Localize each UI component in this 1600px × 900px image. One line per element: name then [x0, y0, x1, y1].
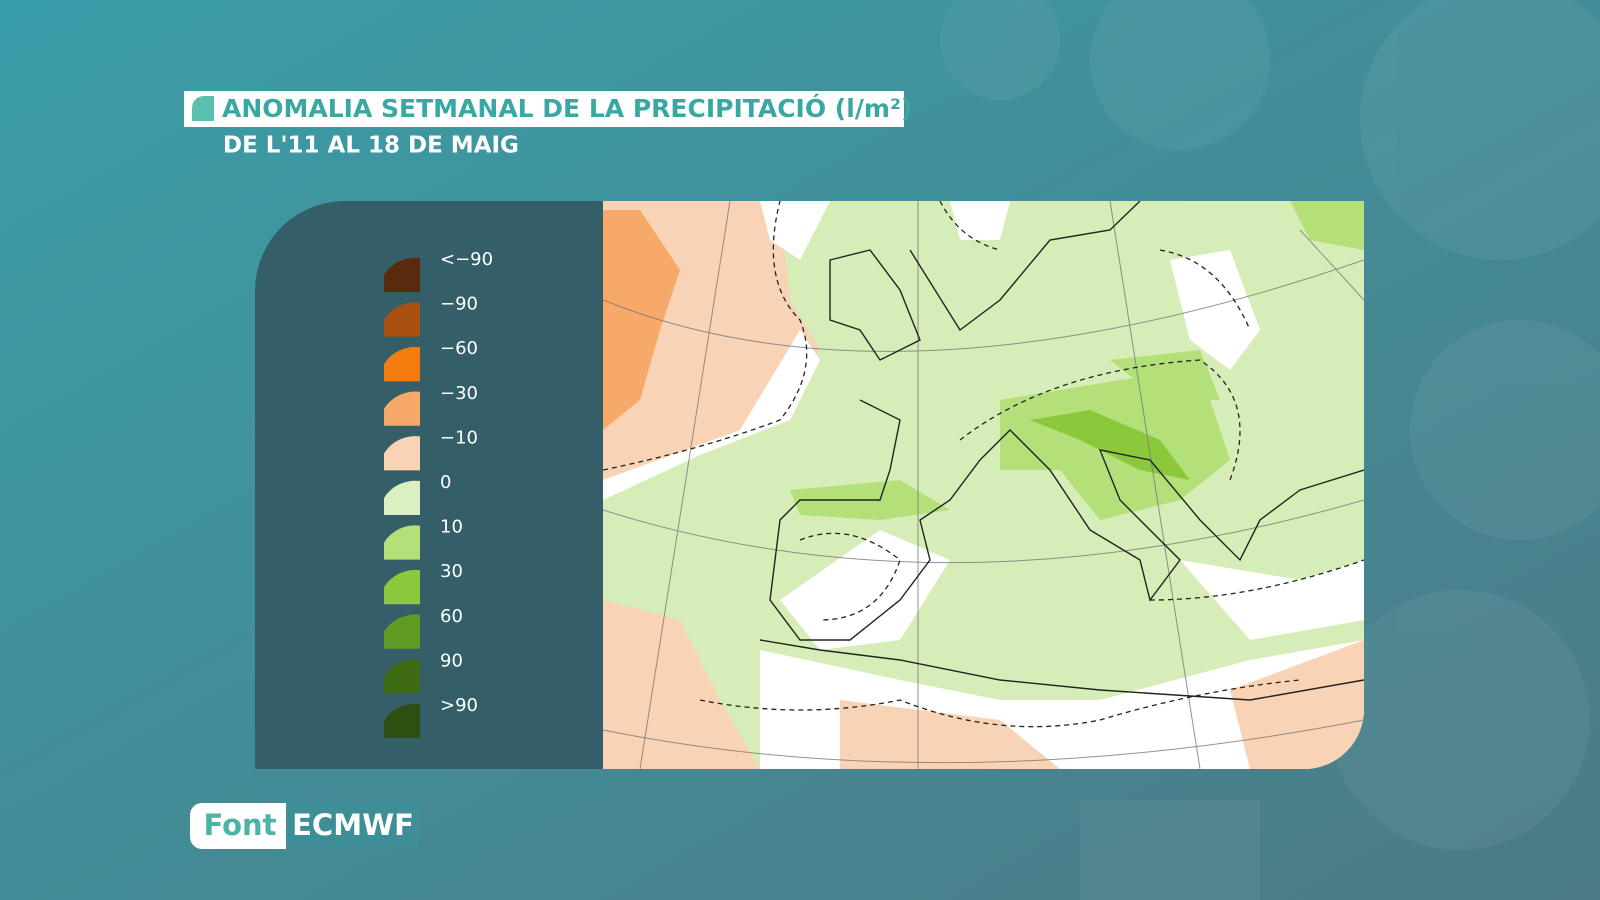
legend-swatch [384, 480, 420, 515]
legend-label: 0 [440, 472, 451, 493]
legend-label: 60 [440, 606, 463, 627]
legend-label: 10 [440, 517, 463, 538]
title-box: ANOMALIA SETMANAL DE LA PRECIPITACIÓ (l/… [184, 91, 912, 127]
decoration [940, 0, 1600, 900]
legend-label: −30 [440, 383, 478, 404]
legend-swatch [384, 346, 420, 382]
legend-swatch [384, 659, 420, 694]
title: ANOMALIA SETMANAL DE LA PRECIPITACIÓ (l/… [222, 93, 912, 123]
legend-label: −90 [440, 294, 478, 315]
legend-swatch [384, 391, 420, 426]
legend-swatch [384, 436, 420, 471]
legend-swatch [384, 257, 420, 292]
subtitle: DE L'11 AL 18 DE MAIG [223, 133, 519, 159]
legend-label: >90 [440, 695, 478, 716]
source-name: ECMWF [292, 808, 414, 842]
map [603, 201, 1364, 769]
legend-panel [255, 201, 603, 769]
legend-label: 90 [440, 650, 463, 671]
legend: <−90 −90 −60 −30 −10 0 10 30 60 90 >90 [384, 249, 493, 738]
legend-swatch [384, 569, 420, 605]
legend-swatch [384, 525, 420, 560]
legend-label: <−90 [440, 249, 493, 270]
source-badge: Font ECMWF [190, 803, 419, 849]
legend-label: 30 [440, 561, 463, 582]
legend-swatch [384, 302, 420, 337]
legend-swatch [384, 614, 420, 649]
legend-label: −60 [440, 338, 478, 359]
legend-label: −10 [440, 427, 478, 448]
legend-swatch [384, 703, 420, 738]
source-label: Font [203, 808, 276, 842]
